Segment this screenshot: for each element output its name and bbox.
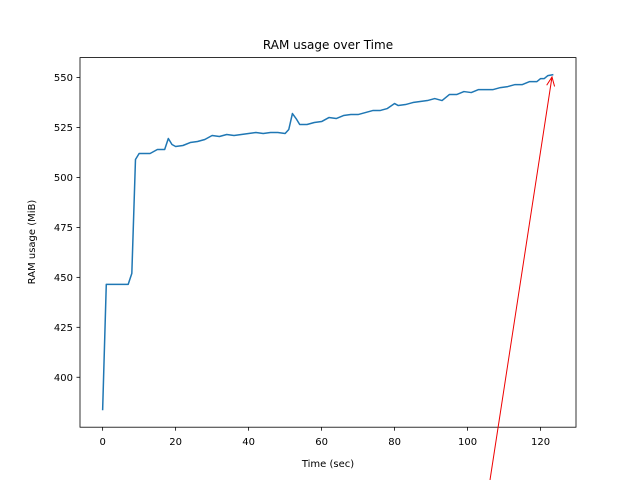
x-axis-label: Time (sec)	[301, 459, 354, 470]
axes-frame	[79, 57, 577, 428]
y-axis-label: RAM usage (MiB)	[27, 200, 38, 285]
data-line	[101, 73, 554, 411]
y-tick-label: 550	[54, 73, 73, 84]
plot-area	[101, 73, 554, 411]
x-tick-label: 100	[458, 437, 477, 448]
y-tick-label: 425	[54, 323, 73, 334]
x-tick-label: 60	[315, 437, 328, 448]
x-tick-label: 20	[169, 437, 182, 448]
x-tick-label: 120	[531, 437, 550, 448]
x-tick-label: 80	[388, 437, 401, 448]
y-tick-label: 400	[54, 373, 73, 384]
y-tick-label: 500	[54, 173, 73, 184]
x-tick-label: 0	[99, 437, 105, 448]
y-tick-label: 525	[54, 123, 73, 134]
y-tick-label: 450	[54, 273, 73, 284]
annotation-arrow	[489, 77, 552, 480]
x-tick-label: 40	[242, 437, 255, 448]
chart-title: RAM usage over Time	[263, 38, 393, 52]
y-tick-label: 475	[54, 223, 73, 234]
